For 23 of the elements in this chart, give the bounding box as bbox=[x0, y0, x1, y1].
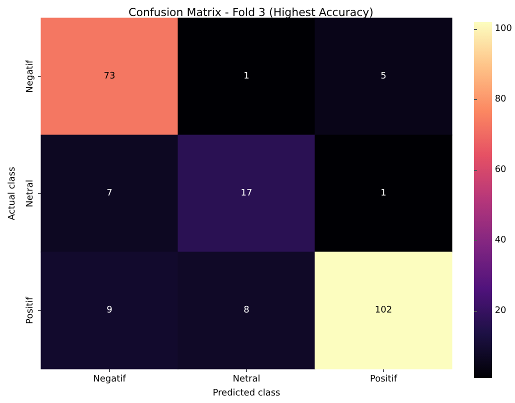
color-bar-label: 60 bbox=[494, 165, 507, 176]
x-tick-label: Negatif bbox=[93, 374, 127, 384]
data-label: 9 bbox=[106, 306, 113, 316]
data-label: 17 bbox=[240, 188, 252, 198]
data-label: 8 bbox=[244, 306, 250, 316]
x-axis-title: Predicted class bbox=[212, 388, 281, 398]
color-bar-label: 100 bbox=[494, 24, 512, 34]
color-bar-label: 40 bbox=[494, 236, 507, 246]
color-bar-label: 80 bbox=[494, 94, 507, 105]
data-label: 5 bbox=[380, 72, 386, 82]
chart-title: Confusion Matrix - Fold 3 (Highest Accuracy) bbox=[128, 6, 374, 19]
data-label: 7 bbox=[106, 188, 112, 198]
data-label: 102 bbox=[374, 306, 392, 316]
y-tick-label: Negatif bbox=[26, 59, 36, 93]
x-tick-label: Positif bbox=[370, 374, 398, 384]
data-label: 73 bbox=[104, 72, 116, 82]
color-bar-label: 20 bbox=[494, 306, 507, 316]
y-axis-title: Actual class bbox=[8, 166, 18, 220]
data-label: 1 bbox=[380, 188, 386, 198]
y-tick-label: Positif bbox=[26, 296, 36, 324]
x-tick-label: Netral bbox=[232, 374, 260, 384]
y-tick-label: Netral bbox=[26, 180, 36, 208]
data-label: 1 bbox=[244, 72, 250, 82]
